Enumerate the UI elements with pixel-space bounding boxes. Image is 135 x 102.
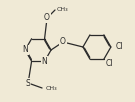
Text: Cl: Cl bbox=[115, 42, 123, 51]
Text: CH₃: CH₃ bbox=[45, 85, 57, 90]
Text: O: O bbox=[60, 38, 66, 47]
Text: CH₃: CH₃ bbox=[57, 8, 68, 13]
Text: N: N bbox=[42, 57, 47, 66]
Text: O: O bbox=[44, 13, 50, 23]
Text: S: S bbox=[26, 79, 31, 88]
Text: N: N bbox=[22, 45, 28, 54]
Text: Cl: Cl bbox=[106, 59, 113, 68]
